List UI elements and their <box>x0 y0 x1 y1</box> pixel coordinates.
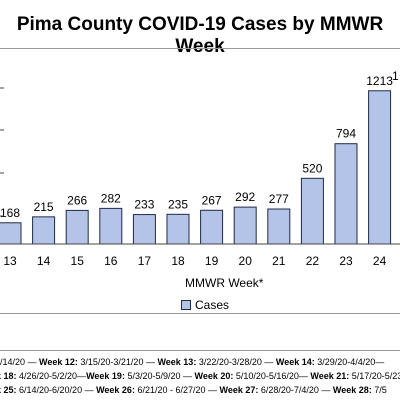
bar <box>267 208 291 245</box>
x-tick-label: 23 <box>339 254 353 268</box>
bar <box>65 209 89 245</box>
x-tick-label: 21 <box>272 254 286 268</box>
bar <box>200 209 224 245</box>
bar-value-label: 277 <box>269 192 289 206</box>
legend-swatch <box>181 300 191 310</box>
week-note-range: 6/21/20 - 6/27/20 — <box>134 385 220 395</box>
chart-title: Pima County COVID-19 Cases by MMWR Week <box>16 14 384 57</box>
week-note-label: Week 28: <box>332 385 372 395</box>
x-tick-label: 15 <box>71 254 85 268</box>
bar-value-label: 168 <box>0 206 20 220</box>
bar-value-label: 215 <box>34 200 54 214</box>
bar <box>32 216 56 245</box>
week-note-row: k 18: 4/26/20-5/2/20—Week 19: 5/3/20-5/9… <box>0 371 400 381</box>
bar-value-label: 266 <box>67 193 87 207</box>
x-tick-label: 18 <box>171 254 185 268</box>
x-tick-label: 20 <box>239 254 253 268</box>
x-tick-label: 19 <box>205 254 219 268</box>
x-tick-label: 22 <box>306 254 320 268</box>
legend-label: Cases <box>195 298 230 312</box>
week-note-range: 6/14/20-6/20/20 — <box>16 385 97 395</box>
bar-value-label: 282 <box>101 191 121 205</box>
bar <box>99 207 123 245</box>
week-note-row: /14/20 — Week 12: 3/15/20-3/21/20 — Week… <box>0 357 384 367</box>
week-note-range: 3/22/20-3/28/20 — <box>196 357 276 367</box>
bar <box>368 90 392 245</box>
bar-value-label: 235 <box>168 197 188 211</box>
legend: Cases <box>181 298 229 312</box>
week-note-label: Week 12: <box>39 357 78 367</box>
week-note-label: Week 19: <box>86 371 125 381</box>
week-note-range: 3/15/20-3/21/20 — <box>77 357 158 367</box>
week-note-label: Week 20: <box>194 371 234 381</box>
chart-frame <box>0 48 400 314</box>
week-note-range: 6/28/20-7/4/20 — <box>258 385 333 395</box>
bar <box>334 143 358 245</box>
week-note-range: 5/3/20-5/9/20 — <box>124 371 195 381</box>
week-note-range: 5/17/20-5/23 <box>349 371 400 381</box>
week-note-range: 4/26/20-5/2/20— <box>16 371 87 381</box>
x-tick-label: 16 <box>104 254 118 268</box>
bar-value-label: 520 <box>302 161 322 175</box>
bar <box>0 222 22 245</box>
bar-value-label: 233 <box>134 198 154 212</box>
bar <box>300 177 324 245</box>
x-axis-label: MMWR Week* <box>185 276 264 290</box>
bar-partial-label: 1 <box>392 69 399 83</box>
week-note-label: k 25: <box>0 385 17 395</box>
bar <box>166 213 190 245</box>
week-note-range: 3/29/20-4/4/20— <box>314 357 385 367</box>
week-note-label: Week 27: <box>219 385 259 395</box>
bar-value-label: 794 <box>336 127 356 141</box>
bar <box>233 206 257 245</box>
bar-value-label: 292 <box>235 190 255 204</box>
week-note-range: 7/5 <box>371 385 387 395</box>
x-tick-label: 24 <box>373 254 387 268</box>
week-note-range: 5/10/20-5/16/20— <box>233 371 311 381</box>
x-tick-label: 17 <box>138 254 152 268</box>
week-note-label: Week 13: <box>157 357 197 367</box>
week-note-row: k 25: 6/14/20-6/20/20 — Week 26: 6/21/20… <box>0 385 387 395</box>
x-tick-label: 13 <box>3 254 17 268</box>
week-note-label: Week 26: <box>96 385 135 395</box>
week-note-range: /14/20 — <box>0 357 40 367</box>
week-note-label: Week 14: <box>275 357 315 367</box>
bar-value-label: 267 <box>202 193 222 207</box>
x-tick-label: 14 <box>37 254 51 268</box>
week-note-label: k 18: <box>0 371 17 381</box>
week-notes: /14/20 — Week 12: 3/15/20-3/21/20 — Week… <box>0 350 400 401</box>
bar-value-label: 1213 <box>366 74 393 88</box>
bar <box>132 214 156 245</box>
week-note-label: Week 21: <box>310 371 350 381</box>
